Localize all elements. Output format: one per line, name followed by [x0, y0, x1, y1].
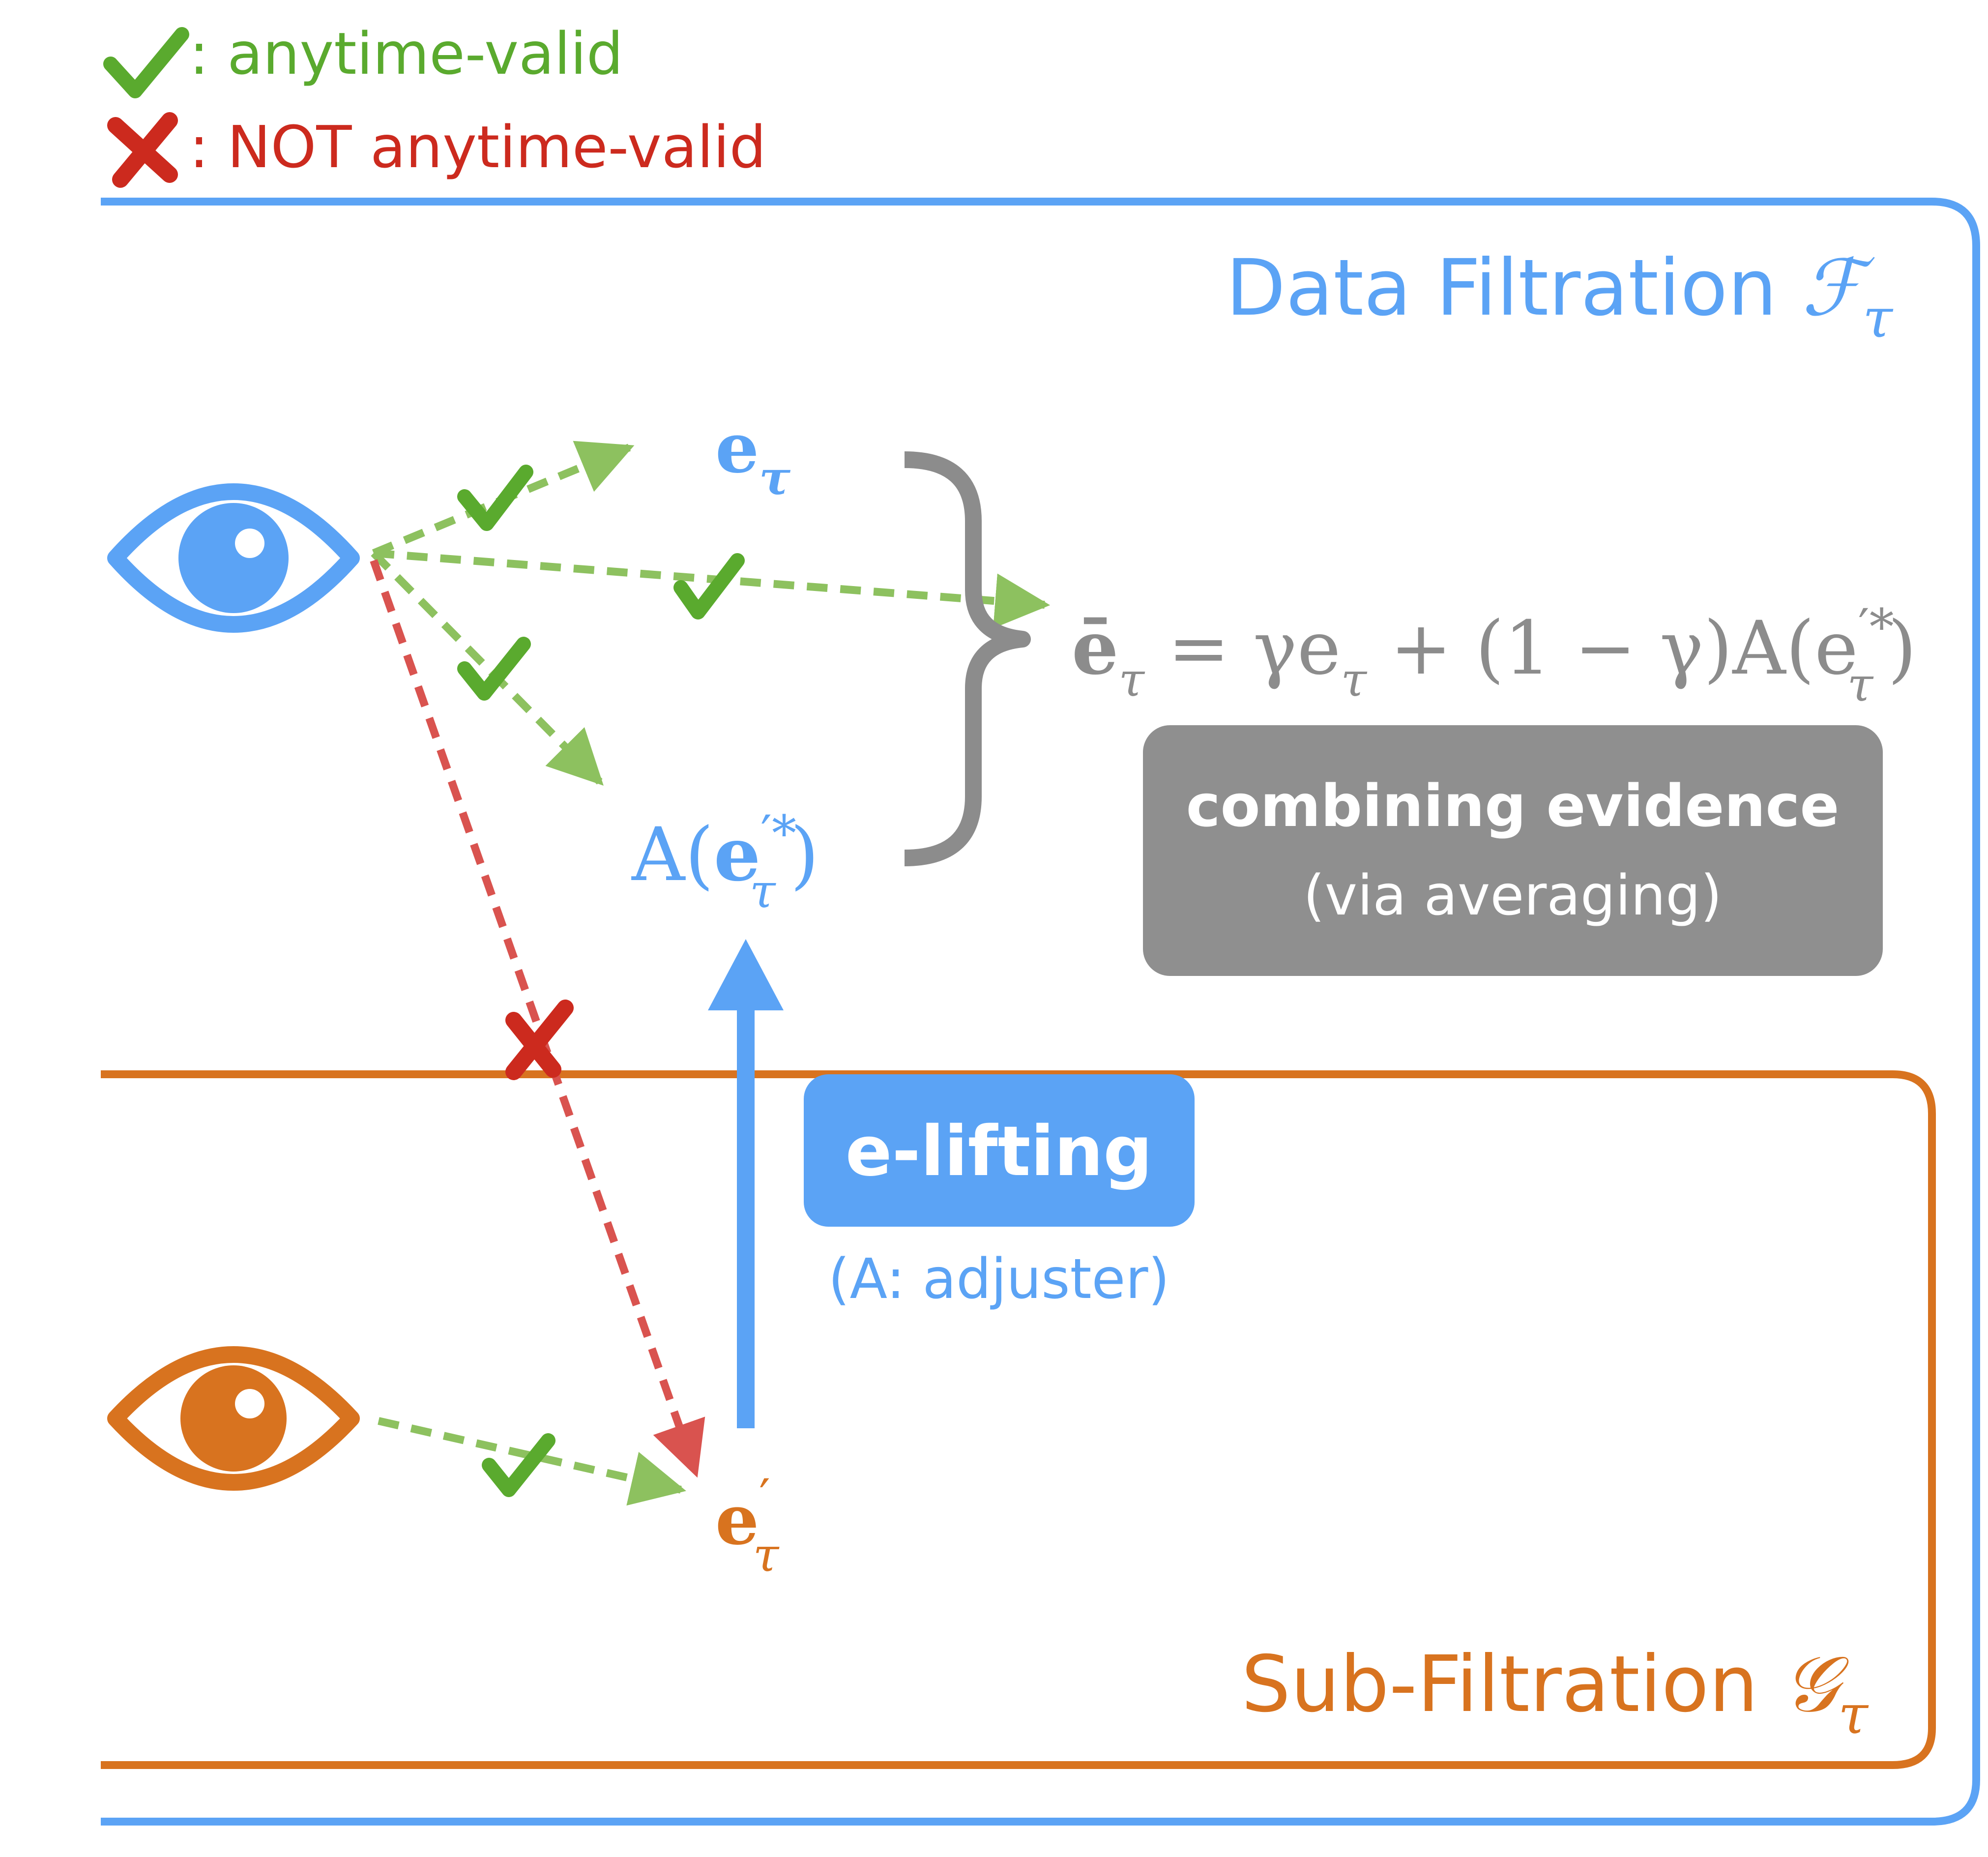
- cross-icon: [107, 112, 178, 188]
- legend-invalid-label: : NOT anytime-valid: [189, 113, 766, 181]
- e-lifting-title: e-lifting: [846, 1112, 1153, 1192]
- sub-filtration-label: Sub-Filtration 𝒢τ: [1241, 1639, 1869, 1746]
- eye-icon: [107, 483, 360, 633]
- node-e-tau: eτ: [715, 408, 790, 505]
- arrow-eye-to-e-prime-invalid: [370, 559, 705, 1478]
- data-filtration-label: Data Filtration ℱτ: [1226, 243, 1894, 350]
- average-formula: ēτ = γeτ + (1 − γ)A(e′* τ): [1072, 598, 1917, 712]
- arrow-subeye-to-e-prime: [378, 1417, 686, 1506]
- sub-filtration-region: Sub-Filtration 𝒢τ: [101, 1070, 1936, 1769]
- arrow-eye-to-adjusted: [371, 550, 604, 786]
- check-icon: [673, 553, 745, 619]
- combine-brace: [904, 451, 1031, 866]
- valid-marks: [457, 465, 745, 1497]
- cross-icon: [505, 1000, 574, 1080]
- legend: : anytime-valid : NOT anytime-valid: [103, 20, 766, 188]
- combining-evidence-subtitle: (via averaging): [1303, 864, 1722, 928]
- check-icon: [457, 465, 533, 531]
- node-adjusted-e: A(e′* τ): [631, 805, 819, 918]
- eye-icon: [107, 1346, 360, 1491]
- data-filtration-region: Data Filtration ℱτ: [101, 198, 1980, 1826]
- e-lifting-caption: (A: adjuster): [828, 1247, 1169, 1311]
- check-icon: [482, 1433, 555, 1497]
- legend-valid-label: : anytime-valid: [189, 20, 623, 88]
- combining-evidence-box: combining evidence (via averaging): [1143, 725, 1883, 976]
- check-icon: [457, 637, 531, 701]
- combining-evidence-title: combining evidence: [1186, 772, 1840, 840]
- node-e-prime: e′ τ: [715, 1469, 780, 1582]
- arrow-eye-to-average: [373, 549, 1051, 629]
- lift-arrow: [708, 939, 784, 1428]
- check-icon: [103, 27, 189, 98]
- e-lifting-box: e-lifting: [804, 1074, 1195, 1227]
